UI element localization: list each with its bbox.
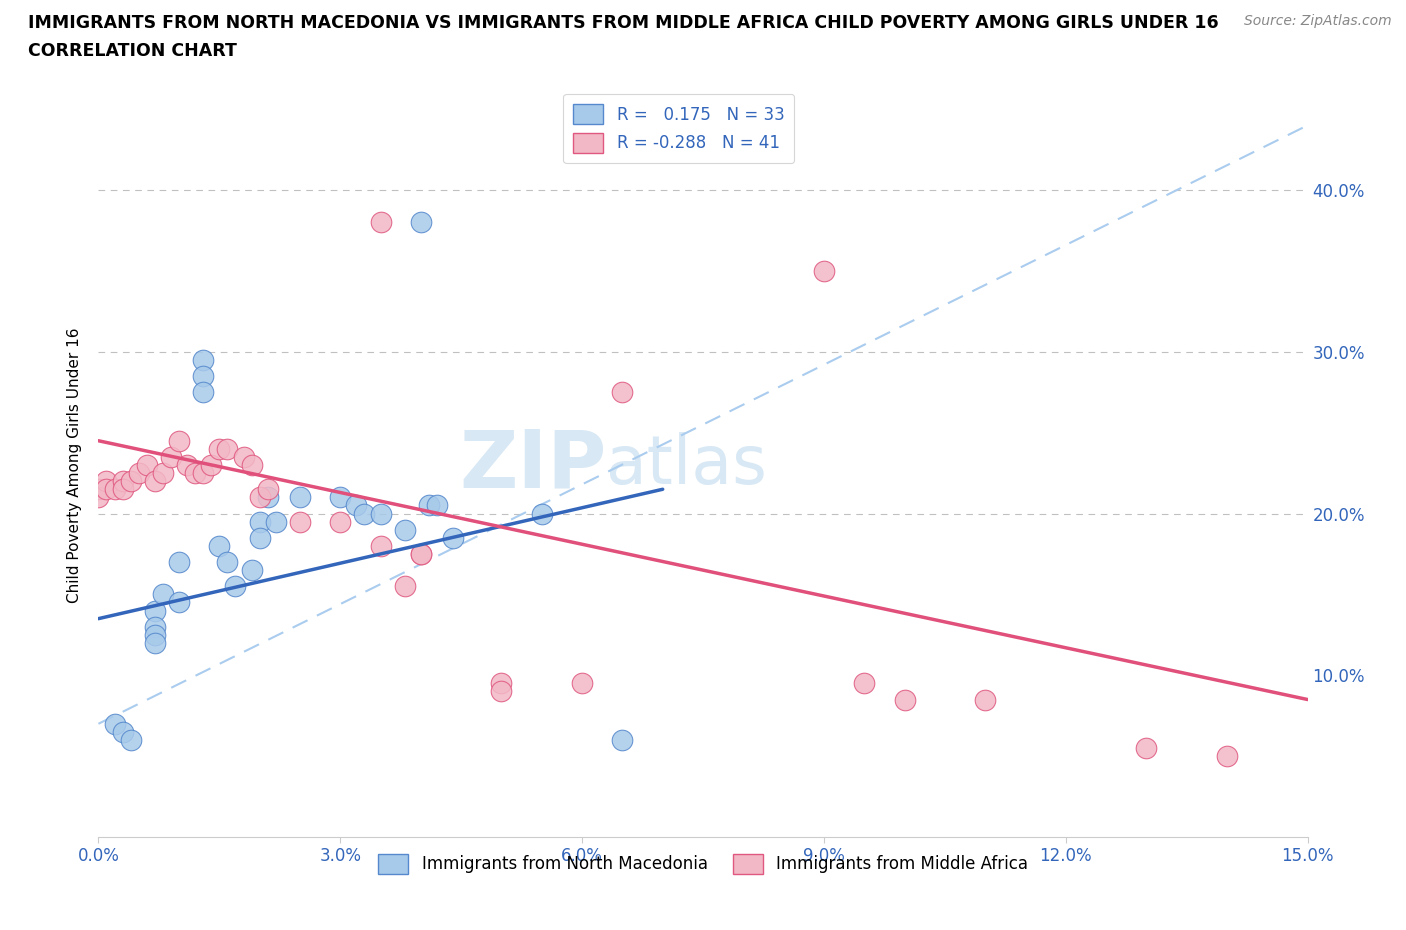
Point	[217, 554, 239, 569]
Point	[96, 482, 118, 497]
Point	[128, 466, 150, 481]
Point	[370, 506, 392, 521]
Text: Source: ZipAtlas.com: Source: ZipAtlas.com	[1244, 14, 1392, 28]
Point	[974, 692, 997, 707]
Point	[111, 482, 134, 497]
Point	[571, 676, 593, 691]
Point	[193, 385, 215, 400]
Text: atlas: atlas	[606, 432, 768, 498]
Point	[87, 490, 110, 505]
Point	[409, 547, 432, 562]
Point	[208, 538, 231, 553]
Point	[329, 490, 352, 505]
Point	[96, 473, 118, 488]
Point	[329, 514, 352, 529]
Point	[370, 538, 392, 553]
Point	[111, 473, 134, 488]
Point	[256, 482, 278, 497]
Point	[193, 368, 215, 383]
Point	[1135, 740, 1157, 755]
Point	[394, 578, 416, 593]
Point	[135, 458, 157, 472]
Point	[491, 676, 513, 691]
Point	[240, 563, 263, 578]
Point	[288, 514, 311, 529]
Point	[143, 619, 166, 634]
Point	[240, 458, 263, 472]
Point	[409, 547, 432, 562]
Point	[853, 676, 876, 691]
Point	[612, 385, 634, 400]
Point	[256, 490, 278, 505]
Point	[120, 473, 142, 488]
Point	[418, 498, 440, 512]
Point	[111, 724, 134, 739]
Point	[426, 498, 449, 512]
Point	[441, 530, 464, 545]
Point	[143, 628, 166, 643]
Point	[103, 716, 125, 731]
Point	[264, 514, 287, 529]
Point	[167, 554, 190, 569]
Point	[143, 604, 166, 618]
Point	[87, 482, 110, 497]
Point	[394, 523, 416, 538]
Y-axis label: Child Poverty Among Girls Under 16: Child Poverty Among Girls Under 16	[67, 327, 83, 603]
Point	[249, 514, 271, 529]
Point	[103, 482, 125, 497]
Point	[193, 352, 215, 367]
Point	[167, 595, 190, 610]
Point	[612, 733, 634, 748]
Point	[184, 466, 207, 481]
Point	[288, 490, 311, 505]
Point	[370, 215, 392, 230]
Point	[893, 692, 915, 707]
Point	[152, 466, 174, 481]
Legend: Immigrants from North Macedonia, Immigrants from Middle Africa: Immigrants from North Macedonia, Immigra…	[371, 847, 1035, 881]
Text: IMMIGRANTS FROM NORTH MACEDONIA VS IMMIGRANTS FROM MIDDLE AFRICA CHILD POVERTY A: IMMIGRANTS FROM NORTH MACEDONIA VS IMMIG…	[28, 14, 1219, 32]
Point	[530, 506, 553, 521]
Point	[193, 466, 215, 481]
Point	[491, 684, 513, 698]
Point	[249, 530, 271, 545]
Point	[176, 458, 198, 472]
Point	[353, 506, 375, 521]
Point	[217, 442, 239, 457]
Point	[143, 635, 166, 650]
Point	[813, 263, 835, 278]
Point	[1216, 749, 1239, 764]
Point	[143, 473, 166, 488]
Text: CORRELATION CHART: CORRELATION CHART	[28, 42, 238, 60]
Text: ZIP: ZIP	[458, 426, 606, 504]
Point	[200, 458, 222, 472]
Point	[152, 587, 174, 602]
Point	[249, 490, 271, 505]
Point	[224, 578, 246, 593]
Point	[208, 442, 231, 457]
Point	[120, 733, 142, 748]
Point	[232, 449, 254, 464]
Point	[167, 433, 190, 448]
Point	[344, 498, 367, 512]
Point	[160, 449, 183, 464]
Point	[409, 215, 432, 230]
